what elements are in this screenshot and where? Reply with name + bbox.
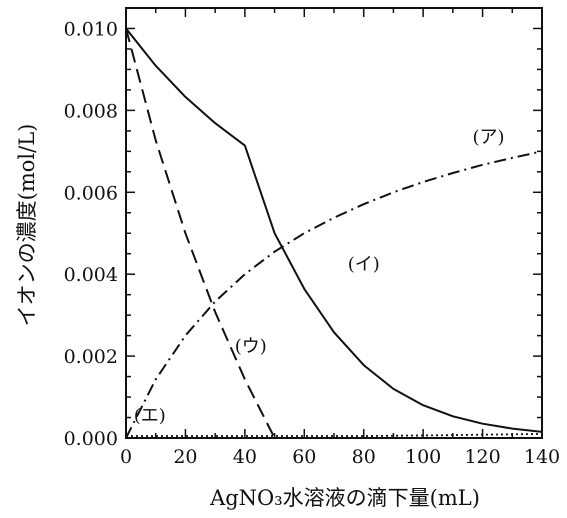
series-line [125,150,543,439]
x-tick-label: 80 [352,446,376,468]
x-tick-label: 140 [524,446,560,468]
y-tick-label: 0.006 [64,182,118,204]
y-tick-label: 0.002 [64,346,118,368]
series-label: (ア) [472,127,504,148]
x-axis-label: AgNO₃水溶液の滴下量(mL) [209,486,480,510]
series-label: (ウ) [235,336,267,357]
y-tick-label: 0.000 [64,428,118,450]
series-label: (エ) [134,406,166,427]
series-label: (イ) [348,254,380,275]
series-line [125,27,543,433]
y-tick-label: 0.004 [64,264,118,286]
x-tick-label: 20 [173,446,197,468]
y-tick-label: 0.008 [64,100,118,122]
y-axis-label: イオンの濃度(mol/L) [15,124,39,327]
plot-frame [125,7,543,439]
x-tick-label: 60 [292,446,316,468]
series-line [125,28,542,439]
x-tick-label: 40 [233,446,257,468]
series-line [126,433,543,437]
x-tick-label: 100 [405,446,441,468]
x-tick-label: 0 [120,446,132,468]
x-tick-label: 120 [464,446,500,468]
y-tick-label: 0.010 [64,18,118,40]
